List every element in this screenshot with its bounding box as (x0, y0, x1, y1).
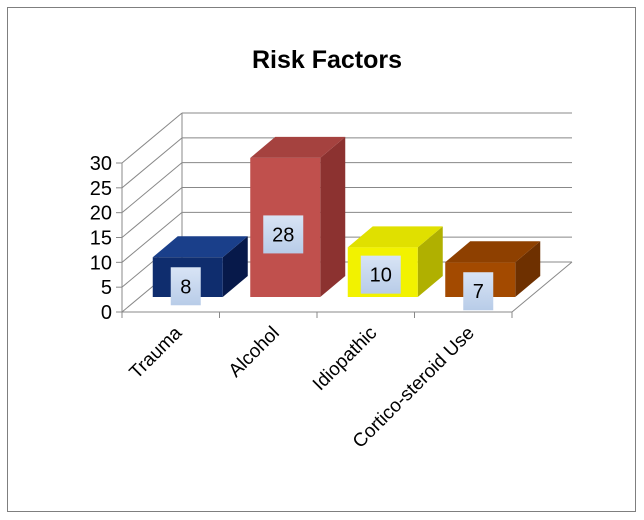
data-label-1: 8 (170, 267, 201, 306)
data-label-text: 28 (272, 224, 294, 246)
data-label-box (463, 272, 494, 311)
bar-side (515, 241, 541, 297)
gridline-side-30 (121, 112, 183, 164)
x-category-label: Idiopathic (309, 323, 381, 395)
gridline-side-15 (121, 187, 183, 238)
data-labels: 8 28 10 7 (170, 215, 494, 311)
data-label-box (263, 215, 304, 254)
x-category-label: Alcohol (225, 323, 284, 382)
data-label-text: 10 (370, 265, 392, 287)
bar-top (347, 226, 443, 248)
data-label-box (170, 267, 201, 306)
y-tick-label: 0 (101, 302, 112, 324)
bar-side (222, 236, 248, 297)
chart-title: Risk Factors (252, 46, 402, 74)
gridline-side-20 (121, 162, 183, 214)
bar-top (250, 136, 346, 158)
bar-top (152, 236, 248, 258)
y-tick-label: 5 (101, 277, 112, 299)
gridline-side-25 (121, 137, 183, 189)
x-category-label: Trauma (126, 322, 187, 383)
data-label-box (360, 255, 401, 294)
data-label-4: 7 (463, 272, 494, 311)
bar-2 (250, 136, 346, 297)
data-label-text: 8 (180, 276, 191, 298)
bar-side (417, 226, 443, 297)
bar-top (445, 241, 541, 263)
data-label-3: 10 (360, 255, 401, 294)
y-tick-label: 15 (90, 228, 112, 250)
data-label-2: 28 (263, 215, 304, 254)
bar-side (320, 136, 346, 297)
gridline-side-10 (121, 211, 183, 263)
data-label-text: 7 (473, 281, 484, 303)
floor-right-edge (511, 261, 573, 313)
y-tick-label: 30 (90, 153, 112, 175)
y-tick-label: 10 (90, 252, 112, 274)
y-tick-label: 25 (90, 178, 112, 200)
y-tick-label: 20 (90, 203, 112, 225)
